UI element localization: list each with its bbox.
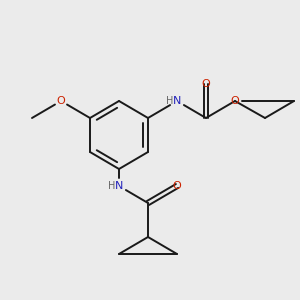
Text: O: O bbox=[172, 181, 182, 191]
Text: O: O bbox=[57, 96, 65, 106]
Text: H: H bbox=[166, 96, 174, 106]
Text: N: N bbox=[115, 181, 123, 191]
Text: O: O bbox=[231, 96, 239, 106]
Text: H: H bbox=[108, 181, 116, 191]
Text: O: O bbox=[202, 79, 210, 89]
Text: N: N bbox=[173, 96, 181, 106]
